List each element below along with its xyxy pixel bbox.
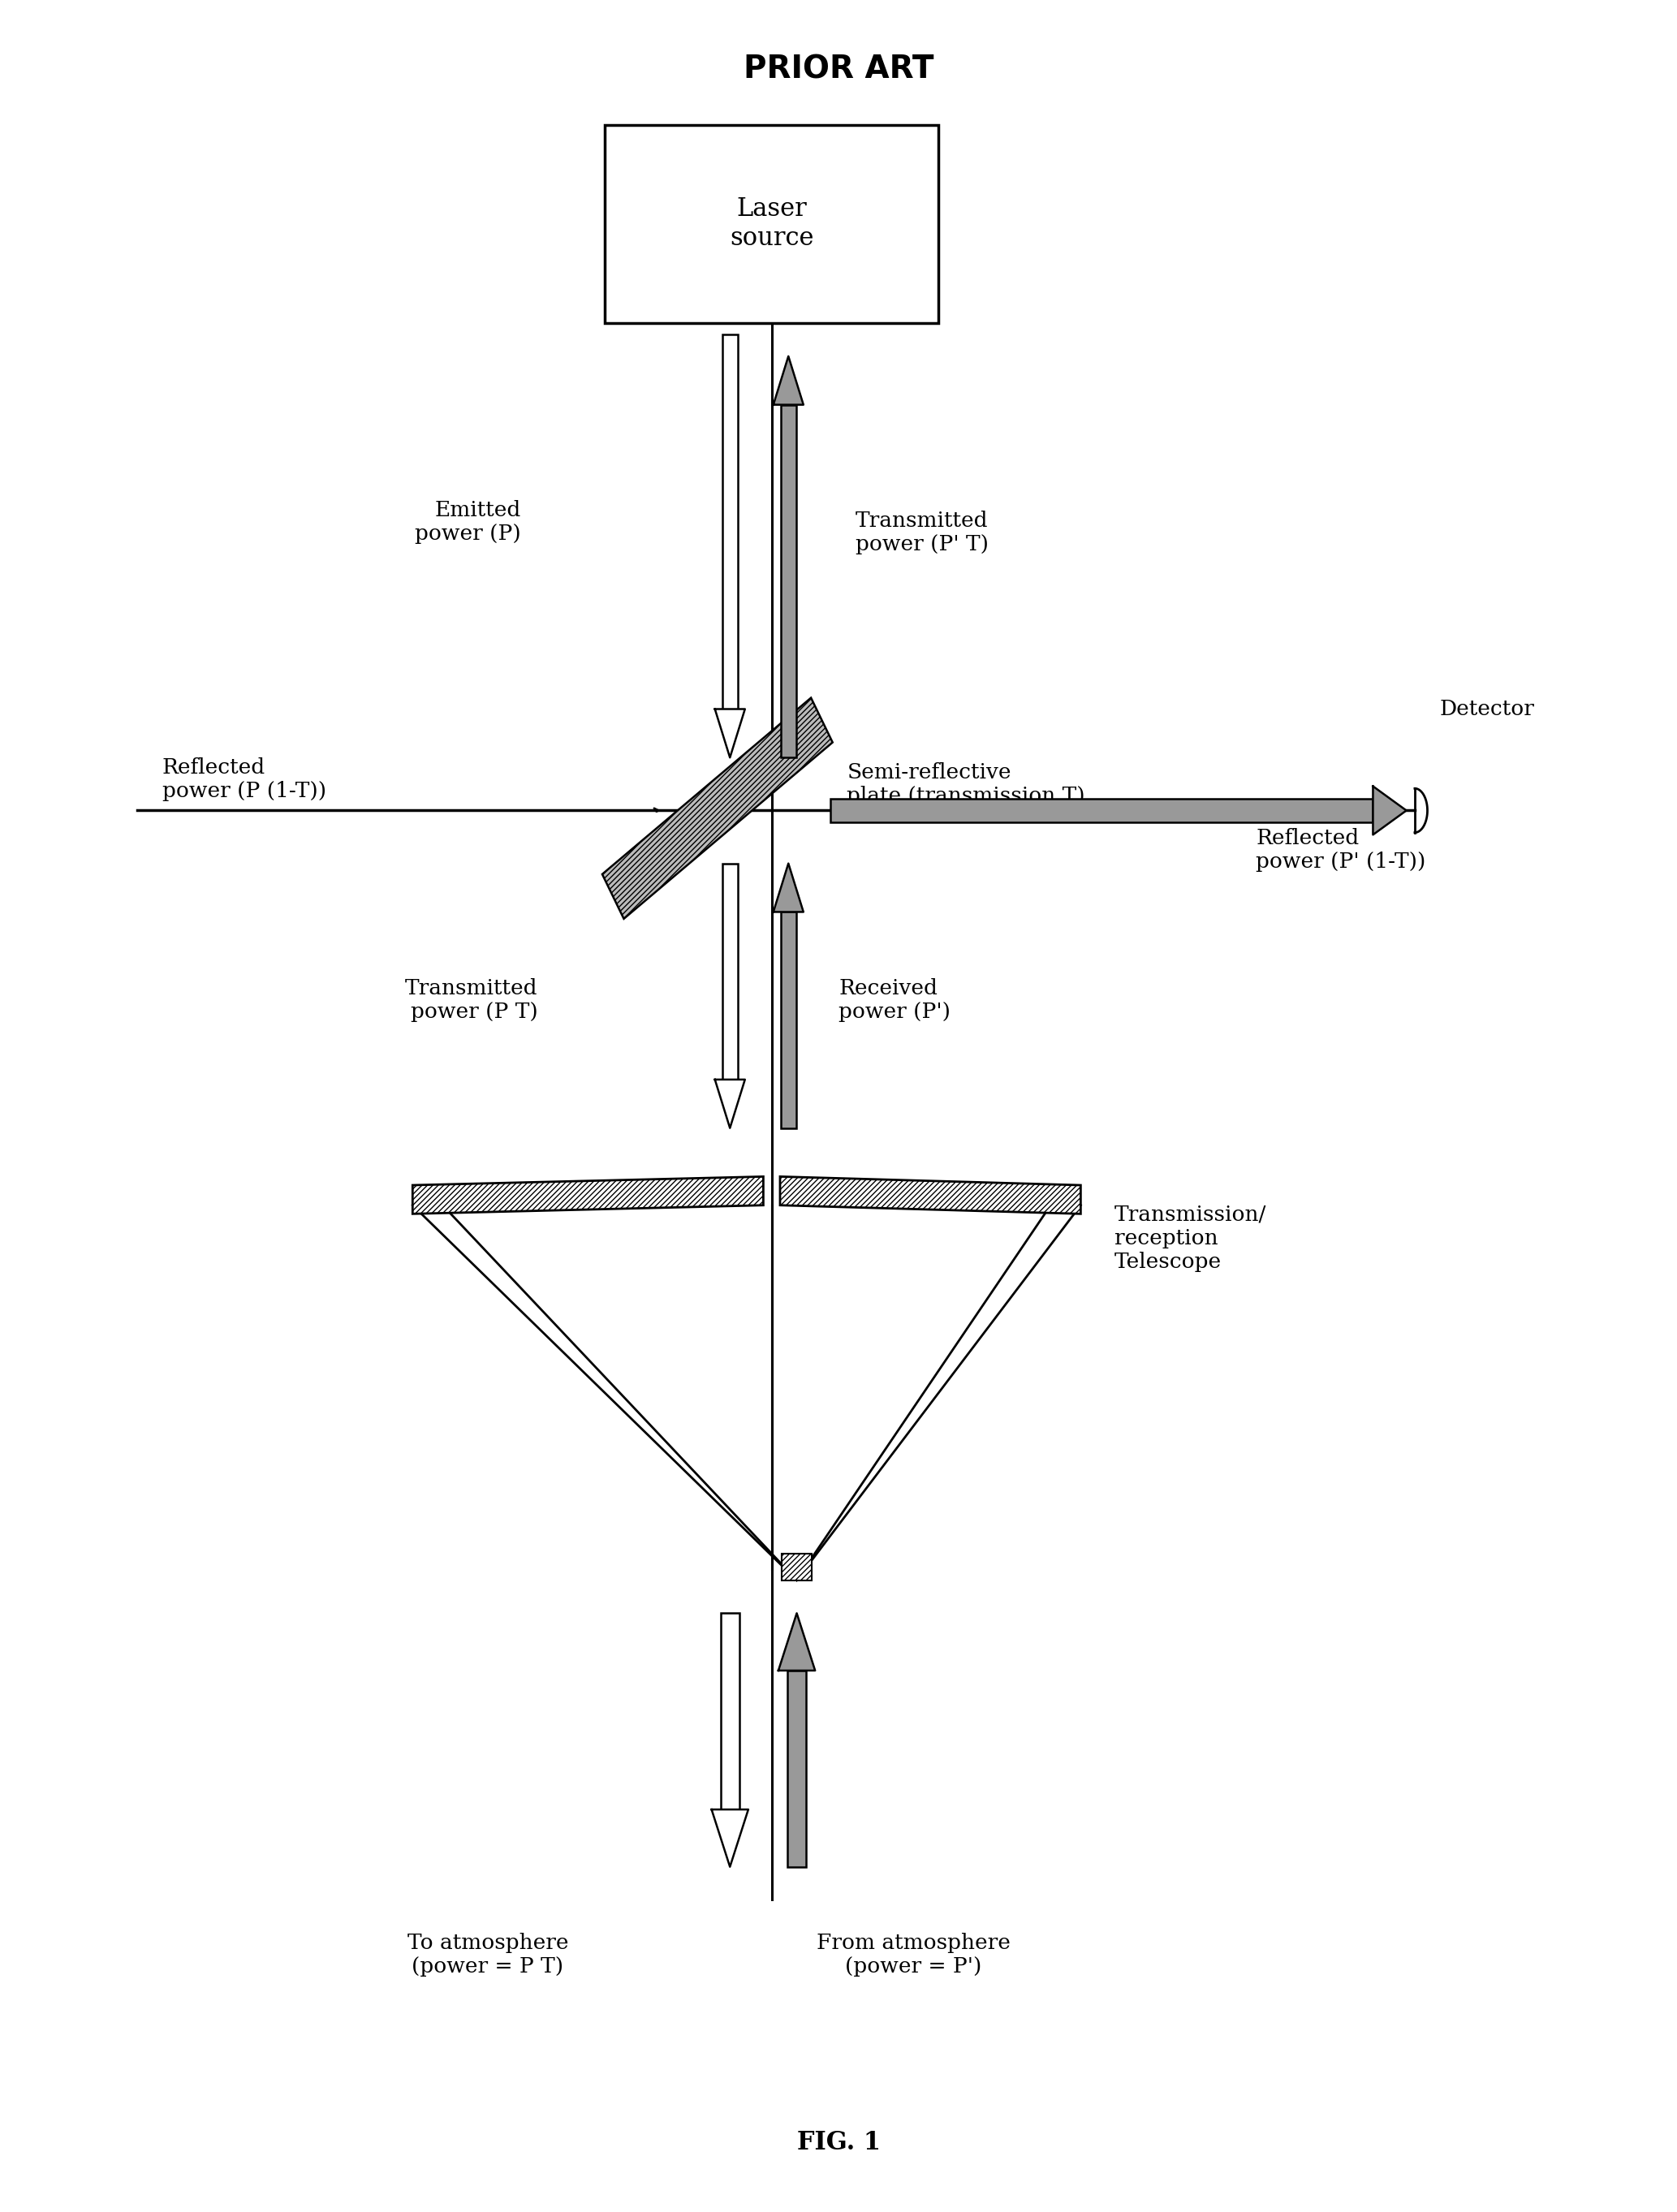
Text: PRIOR ART: PRIOR ART — [743, 53, 934, 84]
Polygon shape — [773, 863, 803, 911]
Bar — [723, 863, 738, 1079]
Text: FIG. 1: FIG. 1 — [797, 2130, 880, 2154]
FancyBboxPatch shape — [605, 124, 939, 323]
Bar — [781, 911, 797, 1128]
Polygon shape — [781, 1553, 812, 1579]
Text: Laser
source: Laser source — [729, 197, 813, 250]
Polygon shape — [773, 356, 803, 405]
Text: Transmitted
power (P T): Transmitted power (P T) — [406, 978, 538, 1022]
Text: Emitted
power (P): Emitted power (P) — [414, 500, 522, 544]
Polygon shape — [778, 1613, 815, 1670]
Text: Transmitted
power (P' T): Transmitted power (P' T) — [855, 511, 988, 555]
Bar — [830, 799, 1373, 823]
Text: Transmission/
reception
Telescope: Transmission/ reception Telescope — [1114, 1206, 1266, 1272]
Bar — [723, 334, 738, 710]
Text: Reflected
power (P (1-T)): Reflected power (P (1-T)) — [163, 759, 325, 801]
Bar — [781, 405, 797, 757]
Text: Detector: Detector — [1441, 699, 1534, 719]
Text: Semi-reflective
plate (transmission T): Semi-reflective plate (transmission T) — [847, 763, 1085, 805]
Polygon shape — [711, 1809, 748, 1867]
Text: Received
power (P'): Received power (P') — [838, 978, 951, 1022]
Text: Reflected
power (P' (1-T)): Reflected power (P' (1-T)) — [1256, 827, 1425, 872]
Polygon shape — [1373, 785, 1407, 834]
Bar — [721, 1613, 740, 1809]
Polygon shape — [413, 1177, 763, 1214]
Polygon shape — [714, 1079, 745, 1128]
Text: From atmosphere
(power = P'): From atmosphere (power = P') — [817, 1933, 1011, 1978]
Text: To atmosphere
(power = P T): To atmosphere (power = P T) — [408, 1933, 569, 1978]
Bar — [788, 1670, 807, 1867]
Polygon shape — [602, 697, 832, 918]
Polygon shape — [780, 1177, 1080, 1214]
Polygon shape — [714, 710, 745, 757]
